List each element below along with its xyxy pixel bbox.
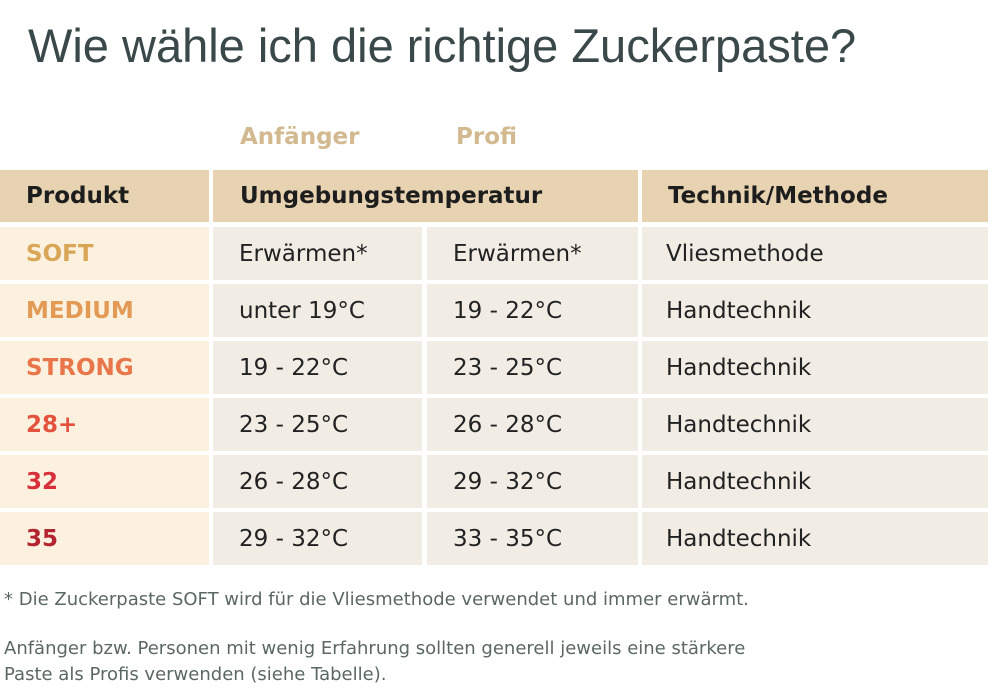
- row-beginner-temp: 26 - 28°C: [213, 455, 422, 508]
- row-pro-temp: 33 - 35°C: [427, 512, 638, 565]
- advice-line: Anfänger bzw. Personen mit wenig Erfahru…: [4, 638, 746, 659]
- page-title: Wie wähle ich die richtige Zuckerpaste?: [28, 19, 857, 72]
- row-technique: Handtechnik: [642, 512, 988, 565]
- row-product-35: 35: [0, 512, 209, 565]
- advice-line: Paste als Profis verwenden (siehe Tabell…: [4, 664, 387, 685]
- row-product-28plus: 28+: [0, 398, 209, 451]
- row-pro-temp: Erwärmen*: [427, 227, 638, 280]
- row-product-strong: STRONG: [0, 341, 209, 394]
- header-temperature: Umgebungstemperatur: [213, 170, 638, 222]
- row-beginner-temp: unter 19°C: [213, 284, 422, 337]
- row-product-soft: SOFT: [0, 227, 209, 280]
- row-pro-temp: 23 - 25°C: [427, 341, 638, 394]
- header-product: Produkt: [0, 170, 209, 222]
- row-technique: Handtechnik: [642, 284, 988, 337]
- row-technique: Vliesmethode: [642, 227, 988, 280]
- row-technique: Handtechnik: [642, 455, 988, 508]
- level-label-pro: Profi: [456, 124, 518, 150]
- row-technique: Handtechnik: [642, 341, 988, 394]
- row-technique: Handtechnik: [642, 398, 988, 451]
- row-beginner-temp: 19 - 22°C: [213, 341, 422, 394]
- row-product-medium: MEDIUM: [0, 284, 209, 337]
- row-beginner-temp: Erwärmen*: [213, 227, 422, 280]
- footnote: * Die Zuckerpaste SOFT wird für die Vlie…: [4, 589, 749, 610]
- row-beginner-temp: 29 - 32°C: [213, 512, 422, 565]
- row-beginner-temp: 23 - 25°C: [213, 398, 422, 451]
- row-product-32: 32: [0, 455, 209, 508]
- level-label-beginner: Anfänger: [240, 124, 360, 150]
- row-pro-temp: 26 - 28°C: [427, 398, 638, 451]
- advice-text: Anfänger bzw. Personen mit wenig Erfahru…: [4, 636, 984, 688]
- header-technique: Technik/Methode: [642, 170, 988, 222]
- row-pro-temp: 19 - 22°C: [427, 284, 638, 337]
- row-pro-temp: 29 - 32°C: [427, 455, 638, 508]
